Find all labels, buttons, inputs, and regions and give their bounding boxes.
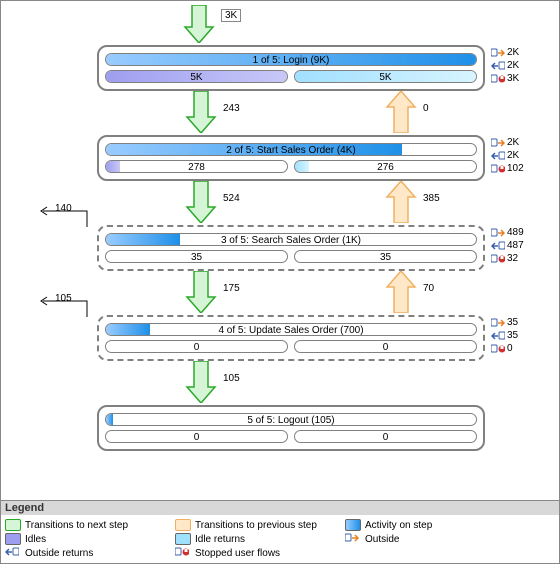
step-stats-update_so: 35350 [491,317,531,355]
idle-return-bar: 276 [294,160,477,173]
outside-icon [491,228,505,238]
loopback-search_so: 140 [23,203,93,233]
legend-item: Idles [5,533,165,545]
legend-item: Transitions to next step [5,519,165,531]
step-stats-login: 2K2K3K [491,47,531,85]
legend-item: Outside [345,533,505,545]
arrow-next: 105 [183,361,219,403]
step-logout[interactable]: 5 of 5: Logout (105) 0 0 [97,405,485,451]
legend: Legend Transitions to next step Transitio… [1,500,559,563]
arrow-next: 243 [183,91,219,133]
outside_return-icon [491,331,505,341]
idle-return-bar: 35 [294,250,477,263]
idle-bar: 5K [105,70,288,83]
idle-bar: 0 [105,430,288,443]
idle-bar: 35 [105,250,288,263]
idle-bar: 278 [105,160,288,173]
activity-bar: 4 of 5: Update Sales Order (700) [105,323,477,336]
legend-item: Transitions to previous step [175,519,335,531]
outside-icon [491,138,505,148]
step-update_so[interactable]: 4 of 5: Update Sales Order (700) 0 0 [97,315,485,361]
activity-bar: 3 of 5: Search Sales Order (1K) [105,233,477,246]
stopped-icon [491,164,505,174]
legend-item: Stopped user flows [175,547,335,559]
outside-icon [491,48,505,58]
idle-bar: 0 [105,340,288,353]
outside_return-icon [491,241,505,251]
step-search_so[interactable]: 3 of 5: Search Sales Order (1K) 35 35 [97,225,485,271]
step-stats-start_so: 2K2K102 [491,137,531,175]
loopback-update_so: 105 [23,293,93,323]
step-login[interactable]: 1 of 5: Login (9K) 5K 5K [97,45,485,91]
activity-bar: 5 of 5: Logout (105) [105,413,477,426]
stopped-icon [491,254,505,264]
arrow-next: 524 [183,181,219,223]
activity-bar: 1 of 5: Login (9K) [105,53,477,66]
legend-item: Activity on step [345,519,505,531]
outside_return-icon [491,61,505,71]
step-start_so[interactable]: 2 of 5: Start Sales Order (4K) 278 276 [97,135,485,181]
stopped-icon [491,74,505,84]
idle-return-bar: 0 [294,430,477,443]
idle-return-bar: 5K [294,70,477,83]
step-stats-search_so: 48948732 [491,227,531,265]
arrow-prev: 0 [383,91,419,133]
stopped-icon [491,344,505,354]
outside-icon [491,318,505,328]
entry-arrow: 3K [181,5,217,43]
legend-title: Legend [1,501,559,515]
arrow-prev: 385 [383,181,419,223]
legend-item: Outside returns [5,547,165,559]
arrow-next: 175 [183,271,219,313]
outside_return-icon [491,151,505,161]
activity-bar: 2 of 5: Start Sales Order (4K) [105,143,477,156]
arrow-prev: 70 [383,271,419,313]
flow-diagram: 3K 1 of 5: Login (9K) 5K 5K 2K2K3K 2 of … [1,1,559,499]
legend-item: Idle returns [175,533,335,545]
idle-return-bar: 0 [294,340,477,353]
